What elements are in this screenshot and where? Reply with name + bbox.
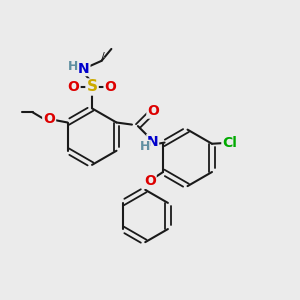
Text: Cl: Cl — [222, 136, 237, 150]
Text: methyl: methyl — [101, 57, 106, 58]
Text: N: N — [147, 134, 159, 148]
Text: H: H — [68, 60, 79, 73]
Text: S: S — [86, 80, 98, 94]
Text: N: N — [78, 61, 90, 76]
Text: O: O — [147, 103, 159, 118]
Text: O: O — [68, 80, 80, 94]
Text: /: / — [101, 52, 105, 62]
Text: O: O — [144, 174, 156, 188]
Text: H: H — [140, 140, 150, 153]
Text: O: O — [43, 112, 55, 126]
Text: O: O — [104, 80, 116, 94]
